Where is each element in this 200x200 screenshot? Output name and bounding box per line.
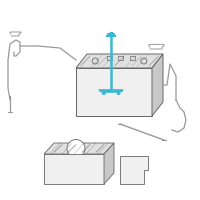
Polygon shape — [118, 56, 123, 60]
Polygon shape — [120, 156, 148, 184]
Polygon shape — [44, 143, 114, 154]
Polygon shape — [99, 89, 123, 95]
Circle shape — [141, 58, 147, 64]
Polygon shape — [152, 54, 163, 116]
Polygon shape — [76, 54, 163, 68]
Polygon shape — [104, 143, 114, 184]
Circle shape — [67, 140, 85, 158]
Polygon shape — [130, 56, 135, 60]
Polygon shape — [76, 68, 152, 116]
Polygon shape — [44, 154, 104, 184]
Polygon shape — [107, 56, 112, 60]
Circle shape — [92, 58, 98, 64]
